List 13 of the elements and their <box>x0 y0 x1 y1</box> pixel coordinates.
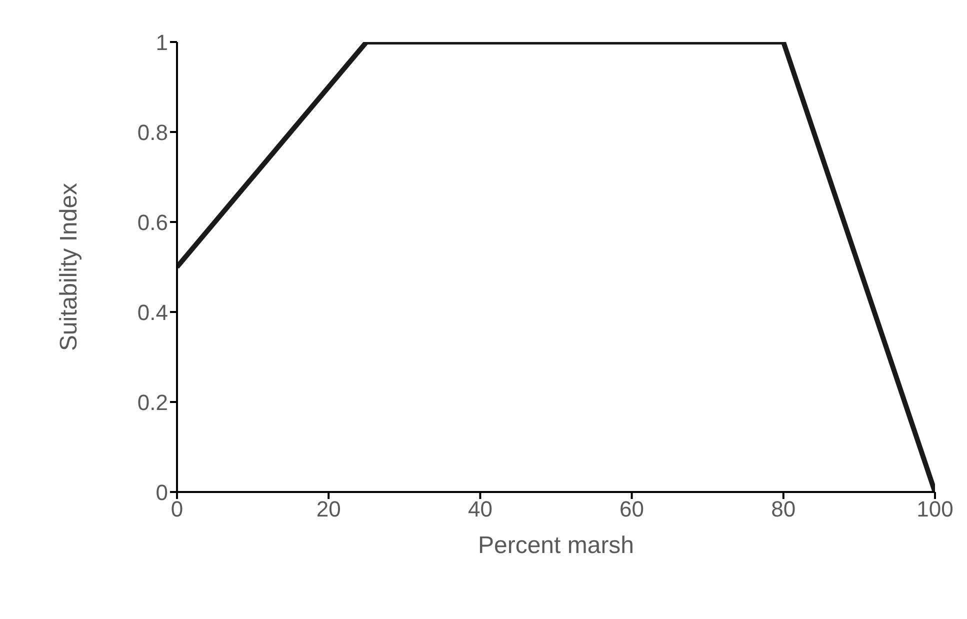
y-tick-label: 0.4 <box>137 300 168 325</box>
x-tick-label: 60 <box>620 496 644 522</box>
y-tick-label: 0 <box>156 480 168 505</box>
y-tick-label: 1 <box>156 30 168 55</box>
x-tick-label: 40 <box>468 496 492 522</box>
y-tick-label: 0.6 <box>137 210 168 235</box>
x-axis-title: Percent marsh <box>478 532 634 559</box>
y-axis-title: Suitability Index <box>56 182 83 352</box>
x-tick-label: 80 <box>771 496 796 522</box>
y-tick-label: 0.2 <box>137 390 168 415</box>
x-tick-label: 20 <box>316 496 341 522</box>
x-tick-label: 100 <box>916 496 954 522</box>
y-tick-label: 0.8 <box>137 120 168 145</box>
